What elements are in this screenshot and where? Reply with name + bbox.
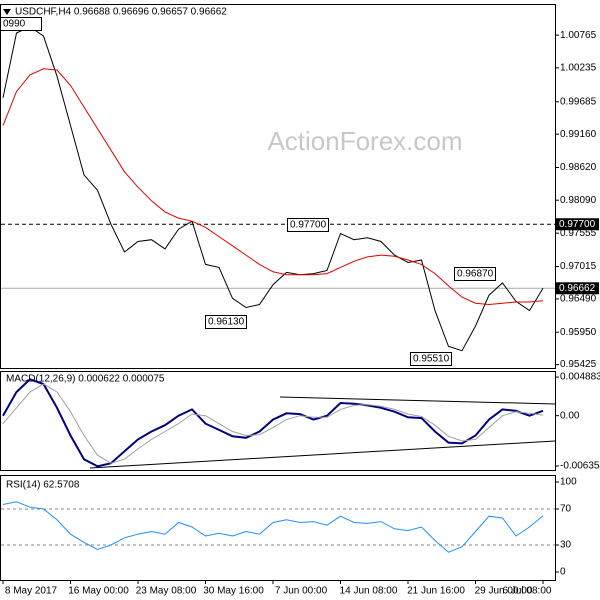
- x-tick-label: 14 Jun 08:00: [340, 586, 398, 597]
- x-tick-label: 16 May 00:00: [68, 586, 129, 597]
- x-tick-label: 29 Jun 00:00: [475, 586, 533, 597]
- y-tick-label: 1.00765: [560, 30, 597, 41]
- price-label: 0.97700: [559, 219, 596, 230]
- series-line: [2, 383, 544, 464]
- macd-title: MACD(12,26,9) 0.000622 0.000075: [6, 374, 165, 385]
- series-line: [2, 378, 544, 468]
- y-tick-label: 0: [560, 567, 566, 578]
- x-tick-label: 21 Jun 16:00: [407, 586, 465, 597]
- trendline: [89, 440, 556, 469]
- annotation-box: [0, 17, 42, 31]
- y-tick-label: 0.95425: [560, 359, 597, 370]
- rsi-title: RSI(14) 62.5708: [6, 480, 80, 491]
- y-tick-label: 0.98620: [560, 162, 597, 173]
- y-tick-label: 0.95950: [560, 327, 597, 338]
- annotation-box: [287, 218, 329, 232]
- watermark: ActionForex.com: [267, 126, 462, 156]
- price-label: 0.96662: [559, 283, 596, 294]
- annotation: 0990: [3, 19, 26, 30]
- price-panel: [0, 4, 556, 369]
- series-line: [2, 501, 544, 553]
- y-tick-label: 1.00235: [560, 62, 597, 73]
- y-tick-label: -0.006354: [560, 461, 600, 472]
- series-line: [2, 68, 544, 306]
- price-label-box: [556, 218, 599, 231]
- y-tick-label: 0.97015: [560, 261, 597, 272]
- macd-panel: [0, 371, 556, 471]
- y-tick-label: 0.99160: [560, 129, 597, 140]
- y-tick-label: 0.97555: [560, 228, 597, 239]
- annotation-box: [205, 315, 247, 329]
- annotation: 0.95510: [413, 354, 450, 365]
- series-line: [2, 26, 544, 352]
- annotation-box: [454, 267, 496, 281]
- x-tick-label: 6 Jul 08:00: [503, 586, 552, 597]
- x-tick-label: 7 Jun 00:00: [275, 586, 328, 597]
- price-label-box: [556, 282, 599, 295]
- y-tick-label: 0.004883: [560, 372, 600, 383]
- x-tick-label: 23 May 08:00: [136, 586, 197, 597]
- y-tick-label: 0.98090: [560, 195, 597, 206]
- rsi-panel: [0, 475, 556, 581]
- y-tick-label: 0.99685: [560, 96, 597, 107]
- y-tick-label: 0.00: [560, 410, 580, 421]
- y-tick-label: 100: [560, 477, 577, 488]
- y-tick-label: 70: [560, 504, 572, 515]
- annotation: 0.96130: [208, 317, 245, 328]
- x-tick-label: 30 May 16:00: [203, 586, 264, 597]
- trendline: [279, 396, 556, 405]
- annotation: 0.96870: [457, 269, 494, 280]
- annotation: 0.97700: [290, 220, 327, 231]
- y-tick-label: 30: [560, 540, 572, 551]
- y-tick-label: 0.96490: [560, 294, 597, 305]
- annotation-box: [410, 352, 452, 366]
- collapse-icon: [3, 9, 11, 15]
- x-tick-label: 8 May 2017: [5, 586, 58, 597]
- chart-title: USDCHF,H4 0.96688 0.96696 0.96657 0.9666…: [15, 7, 227, 18]
